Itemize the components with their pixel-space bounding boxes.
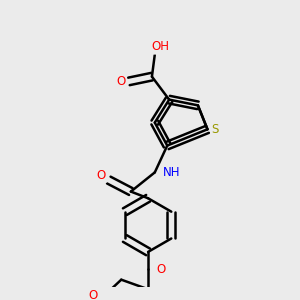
- Text: O: O: [97, 169, 106, 182]
- Text: O: O: [117, 75, 126, 88]
- Text: O: O: [89, 289, 98, 300]
- Text: OH: OH: [152, 40, 169, 53]
- Text: O: O: [157, 262, 166, 276]
- Text: S: S: [212, 123, 219, 136]
- Text: NH: NH: [163, 166, 181, 179]
